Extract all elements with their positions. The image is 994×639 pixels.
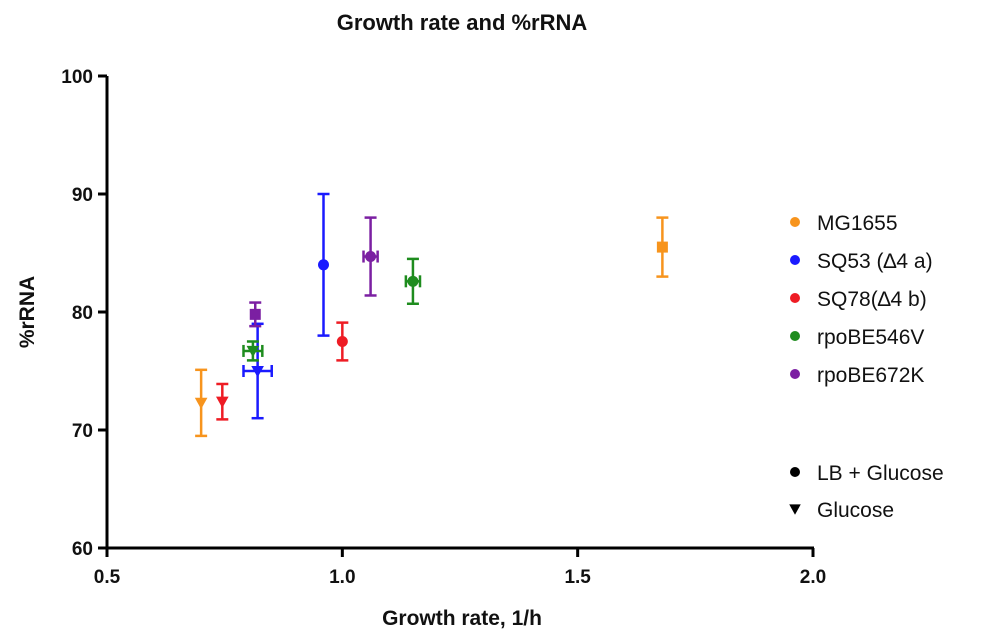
x-tick-label: 1.5 [564,567,591,588]
data-point [656,216,669,278]
data-point [336,321,349,362]
marker-legend-label: Glucose [817,499,894,522]
legend-swatch [790,369,800,379]
marker-legend-label: LB + Glucose [817,462,944,485]
circle-marker [336,336,348,347]
legend-label: SQ53 (∆4 a) [817,250,933,273]
legend-entry: MG1655 [790,212,898,235]
legend: MG1655 SQ53 (∆4 a) SQ78(∆4 b) rpoBE546V rpoB… [789,212,944,522]
legend-entry: rpoBE672K [790,364,924,387]
data-point [194,368,208,438]
y-axis-label: %rRNA [16,276,39,348]
data-point [242,322,273,420]
legend-label: MG1655 [817,212,898,235]
axes: 0.5 1.0 1.5 2.0 60 70 80 90 100 [61,67,826,588]
legend-triangle-down-symbol [789,504,801,515]
triangle-down-marker [251,365,264,378]
triangle-down-marker [194,397,208,410]
data-point [404,257,422,305]
data-marks [194,192,669,438]
x-axis-label: Growth rate, 1/h [382,607,542,630]
legend-label: rpoBE672K [817,364,924,387]
y-tick-label: 70 [72,421,93,442]
data-point [362,216,379,297]
x-tick-label: 0.5 [94,567,121,588]
circle-marker [407,275,419,287]
data-point [249,301,262,328]
x-tick-label: 2.0 [800,567,826,588]
triangle-down-marker [215,396,229,409]
legend-swatch [790,293,800,303]
triangle-down-marker [246,345,260,358]
data-point [215,382,229,421]
legend-entry: rpoBE546V [790,326,924,349]
legend-label: SQ78(∆4 b) [817,288,927,311]
y-tick-label: 100 [61,67,93,88]
legend-swatch [790,255,800,265]
circle-marker [318,259,330,271]
square-marker [656,241,668,253]
x-tick-label: 1.0 [329,567,355,588]
chart-title: Growth rate and %rRNA [337,10,588,35]
legend-label: rpoBE546V [817,326,924,349]
legend-swatch [790,217,800,227]
marker-legend-entry: Glucose [789,499,894,522]
data-point [317,192,330,337]
data-point [242,340,264,362]
y-tick-label: 80 [72,303,93,324]
marker-legend-entry: LB + Glucose [790,462,944,485]
y-tick-label: 90 [72,185,93,206]
y-tick-label: 60 [72,539,93,560]
legend-entry: SQ78(∆4 b) [790,288,927,311]
square-marker [249,308,261,320]
legend-circle-symbol [790,467,800,477]
legend-swatch [790,331,800,341]
circle-marker [365,251,377,263]
legend-entry: SQ53 (∆4 a) [790,250,933,273]
